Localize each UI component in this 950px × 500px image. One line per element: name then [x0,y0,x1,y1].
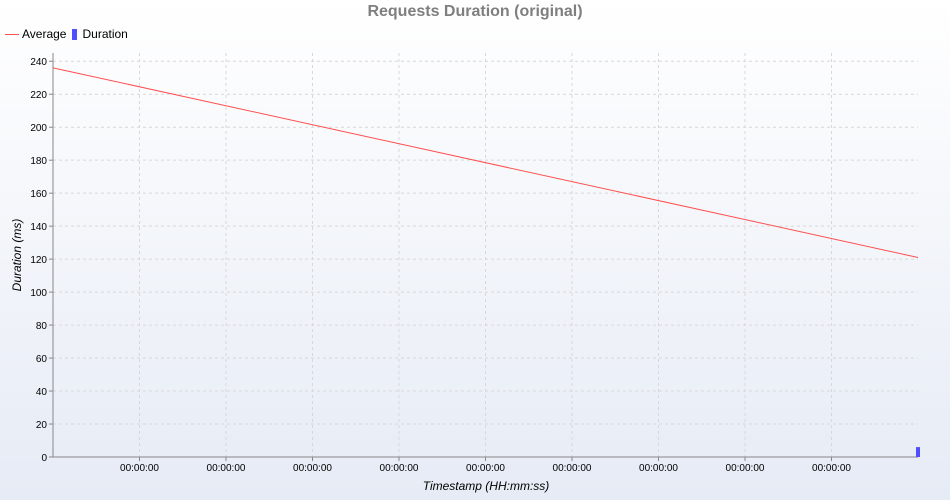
x-tick-label: 00:00:00 [120,463,159,474]
series-line-average [52,67,919,258]
y-tick-label: 200 [30,123,47,134]
x-tick-label: 00:00:00 [466,463,505,474]
grid-layer [53,53,918,457]
x-tick-label: 00:00:00 [726,463,765,474]
x-tick-label: 00:00:00 [553,463,592,474]
x-tick-label: 00:00:00 [639,463,678,474]
y-tick-label: 40 [36,387,48,398]
duration-bar [916,447,920,457]
x-tick-label: 00:00:00 [380,463,419,474]
legend-entry-average: Average [5,27,66,41]
legend: Average Duration [5,26,134,42]
y-tick-label: 120 [30,255,47,266]
y-tick-label: 140 [30,222,47,233]
y-tick-label: 100 [30,288,47,299]
axes-layer [49,53,918,461]
marks-layer [52,67,920,457]
y-tick-label: 80 [36,321,48,332]
chart-title: Requests Duration (original) [367,3,583,20]
legend-swatch-duration [72,28,78,40]
labels-layer: 0 20 40 60 80 100 120 140 160 180 200 220 240 00:00:0… [30,57,851,474]
y-tick-label: 20 [36,420,48,431]
legend-label-duration: Duration [82,27,128,41]
y-tick-label: 160 [30,189,47,200]
legend-entry-duration: Duration [72,27,128,41]
y-axis-label: Duration (ms) [10,219,24,292]
x-tick-label: 00:00:00 [812,463,851,474]
x-tick-label: 00:00:00 [293,463,332,474]
x-tick-label: 00:00:00 [207,463,246,474]
y-tick-label: 240 [30,57,47,68]
y-tick-label: 220 [30,90,47,101]
legend-label-average: Average [22,27,67,41]
y-tick-label: 0 [41,453,47,464]
legend-swatch-average [5,33,19,35]
y-tick-label: 60 [36,354,48,365]
y-tick-label: 180 [30,156,47,167]
x-axis-label: Timestamp (HH:mm:ss) [423,479,550,493]
